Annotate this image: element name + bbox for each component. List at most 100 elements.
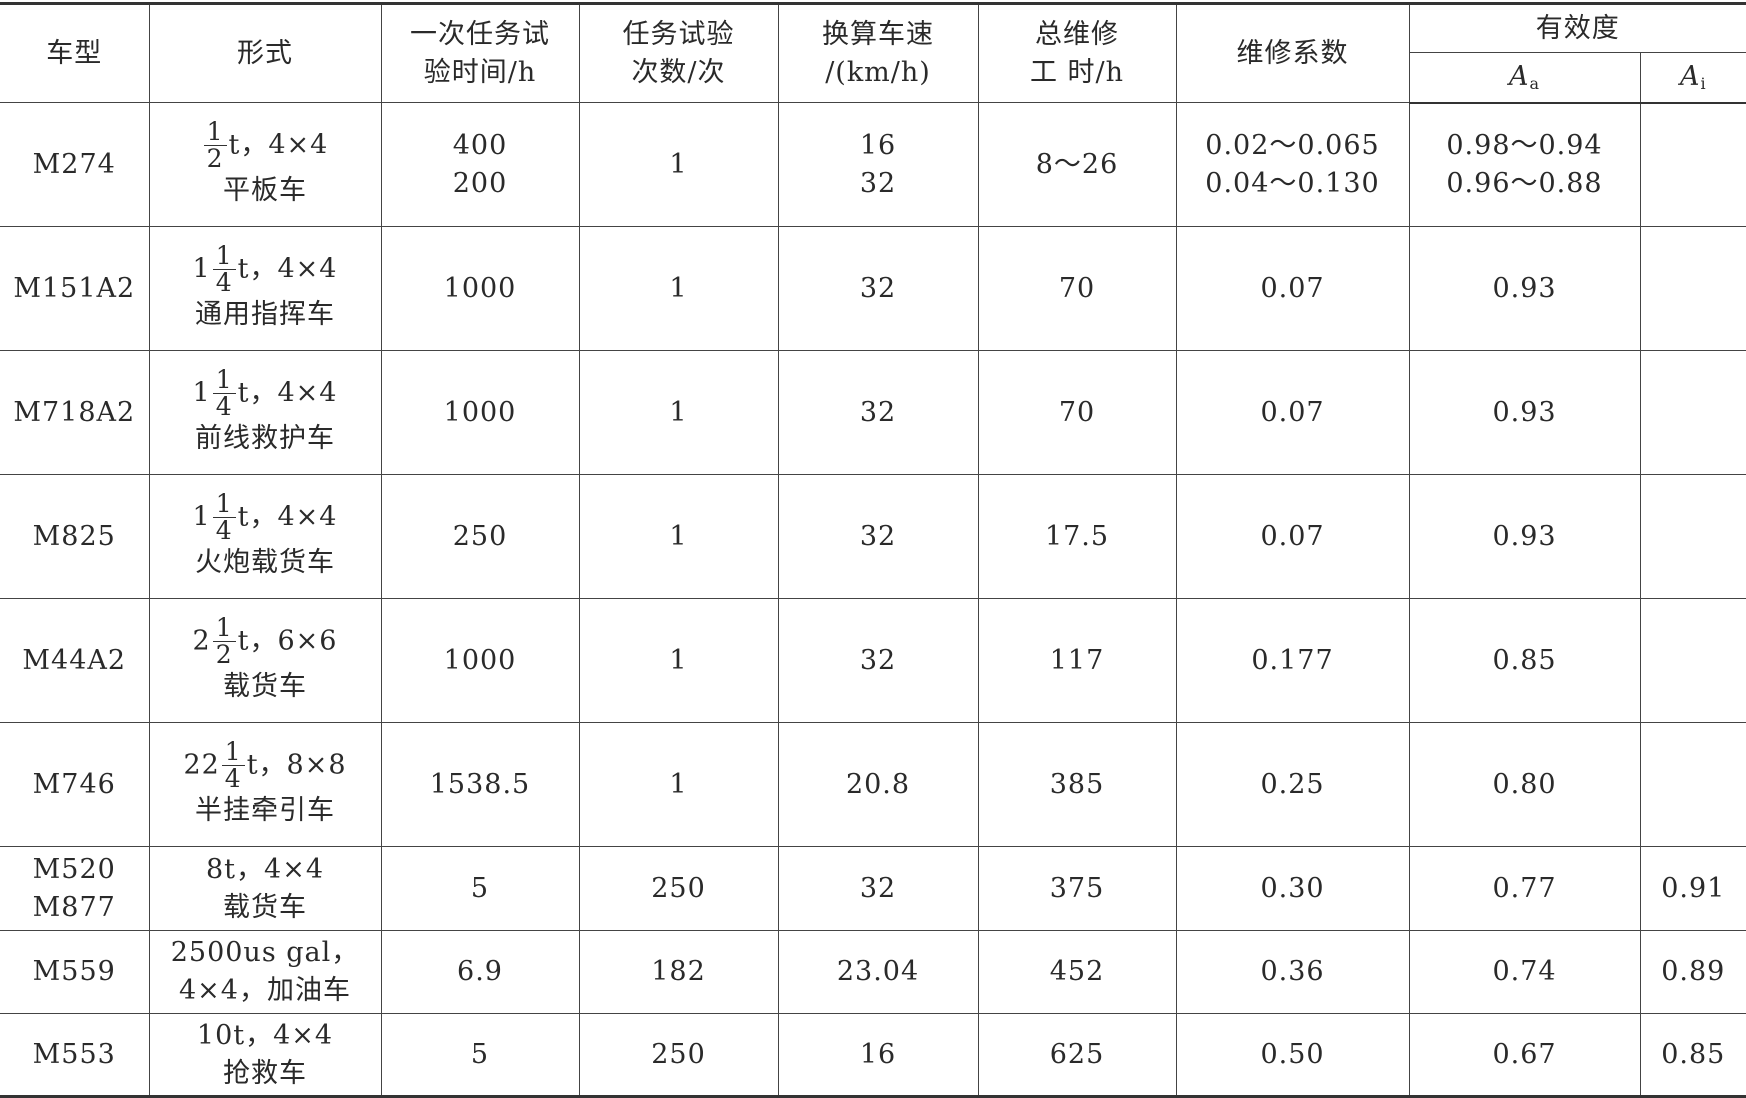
cell-ai: 0.91 (1639, 846, 1746, 931)
cell-form: 1 1 4 t，4×4 通用指挥车 (148, 226, 382, 351)
cell-aa: 0.93 (1408, 474, 1641, 599)
cell-test-time: 5 (380, 846, 580, 931)
form-rest: t，6×6 (237, 625, 338, 657)
cell-line: 0.74 (1492, 956, 1557, 988)
table-row: M718A2 1 1 4 t，4×4 前线救护车 1000 1 32 70 0.07 0… (0, 350, 1746, 475)
form-int: 22 (183, 749, 220, 781)
table-row: M825 1 1 4 t，4×4 火炮载货车 250 1 32 17.5 0.07 0.… (0, 474, 1746, 599)
header-speed: 换算车速 /(km/h) (777, 3, 979, 103)
cell-speed: 32 (777, 846, 979, 931)
cell-line: 0.96～0.88 (1446, 167, 1603, 199)
cell-line: 32 (859, 644, 897, 676)
table-row: M151A2 1 1 4 t，4×4 通用指挥车 1000 1 32 70 0.07 0… (0, 226, 1746, 351)
cell-aa: 0.80 (1408, 722, 1641, 847)
aa-symbol: A (1508, 61, 1530, 93)
cell-repair-hours: 375 (977, 846, 1177, 931)
cell-repair-hours: 452 (977, 930, 1177, 1014)
form-spec: 1 1 4 t，4×4 (150, 242, 381, 297)
form-name: 4×4，加油车 (179, 975, 351, 1006)
cell-aa: 0.74 (1408, 930, 1641, 1014)
form-name: 火炮载货车 (195, 547, 335, 579)
cell-speed: 32 (777, 226, 979, 351)
cell-test-time: 5 (380, 1013, 580, 1097)
header-line: 总维修 (1035, 18, 1119, 50)
cell-repair-hours: 8～26 (977, 102, 1177, 227)
fraction-den: 2 (206, 144, 224, 174)
header-line: 换算车速 (822, 18, 934, 50)
cell-aa: 0.77 (1408, 846, 1641, 931)
cell-line: 32 (859, 396, 897, 428)
cell-line: 16 (859, 129, 897, 161)
cell-line: M553 (32, 1038, 116, 1070)
cell-form: 1 1 4 t，4×4 前线救护车 (148, 350, 382, 475)
cell-line: M718A2 (13, 396, 136, 428)
header-line: 工 时/h (1029, 56, 1125, 88)
cell-line: M746 (32, 768, 116, 800)
cell-line: 32 (859, 272, 897, 304)
fraction-num: 1 (212, 614, 236, 643)
fraction-num: 1 (221, 738, 245, 767)
table-row: M746 22 1 4 t，8×8 半挂牵引车 1538.5 1 20.8 385 0.… (0, 722, 1746, 847)
cell-repair-coef: 0.07 (1175, 350, 1410, 475)
cell-line: 0.07 (1260, 396, 1325, 428)
cell-line: M520 (32, 853, 116, 885)
cell-repair-hours: 385 (977, 722, 1177, 847)
table-row: M553 10t，4×4 抢救车 5 250 16 625 0.50 0.67 0… (0, 1013, 1746, 1097)
cell-line: 0.93 (1492, 272, 1557, 304)
fraction-num: 1 (212, 490, 236, 519)
header-model: 车型 (0, 3, 150, 103)
form-spec: 10t，4×4 (196, 1019, 334, 1051)
header-form: 形式 (148, 3, 382, 103)
header-repair-hours: 总维修工 时/h (977, 3, 1177, 103)
cell-test-count: 250 (578, 1013, 779, 1097)
form-spec: 2500us gal， (170, 937, 360, 969)
cell-line: 23.04 (836, 956, 920, 988)
cell-line: 0.98～0.94 (1446, 129, 1603, 161)
form-name: 载货车 (223, 891, 307, 923)
cell-line: 1538.5 (429, 768, 531, 800)
cell-line: 32 (859, 520, 897, 552)
cell-ai: 0.85 (1639, 1013, 1746, 1097)
cell-model: M718A2 (0, 350, 150, 475)
cell-test-time: 1000 (380, 350, 580, 475)
form-rest: t，4×4 (237, 377, 338, 409)
ai-symbol: A (1679, 61, 1701, 93)
cell-model: M520 M877 (0, 846, 150, 931)
form-name: 半挂牵引车 (195, 795, 335, 827)
cell-repair-hours: 117 (977, 598, 1177, 723)
cell-test-time: 1538.5 (380, 722, 580, 847)
cell-model: M44A2 (0, 598, 150, 723)
form-name: 通用指挥车 (195, 299, 335, 331)
cell-repair-hours: 17.5 (977, 474, 1177, 599)
form-int: 2 (192, 625, 211, 657)
cell-line: 0.93 (1492, 396, 1557, 428)
form-spec: 1 1 4 t，4×4 (150, 366, 381, 422)
cell-line: 200 (452, 167, 508, 199)
form-int: 1 (192, 253, 211, 285)
cell-form: 10t，4×4 抢救车 (148, 1013, 382, 1097)
cell-form: 8t，4×4 载货车 (148, 846, 382, 931)
cell-line: 32 (859, 167, 897, 199)
cell-line: 250 (452, 520, 508, 552)
cell-line: 1000 (443, 644, 517, 676)
form-name: 抢救车 (223, 1057, 307, 1089)
cell-form: 1 1 4 t，4×4 火炮载货车 (148, 474, 382, 599)
cell-repair-coef: 0.177 (1175, 598, 1410, 723)
cell-test-count: 1 (578, 474, 779, 599)
form-name: 前线救护车 (195, 423, 335, 455)
cell-ai (1639, 598, 1746, 723)
cell-line: 1000 (443, 272, 517, 304)
cell-model: M825 (0, 474, 150, 599)
cell-line: 0.50 (1260, 1038, 1325, 1070)
fraction-den: 4 (215, 392, 233, 422)
cell-speed: 32 (777, 350, 979, 475)
cell-test-count: 182 (578, 930, 779, 1014)
cell-aa: 0.93 (1408, 350, 1641, 475)
table-row: M559 2500us gal， 4×4，加油车 6.9 182 23.04 45… (0, 930, 1746, 1014)
cell-repair-hours: 70 (977, 226, 1177, 351)
cell-line: 0.36 (1260, 956, 1325, 988)
header-repair-coef: 维修系数 (1175, 3, 1410, 103)
